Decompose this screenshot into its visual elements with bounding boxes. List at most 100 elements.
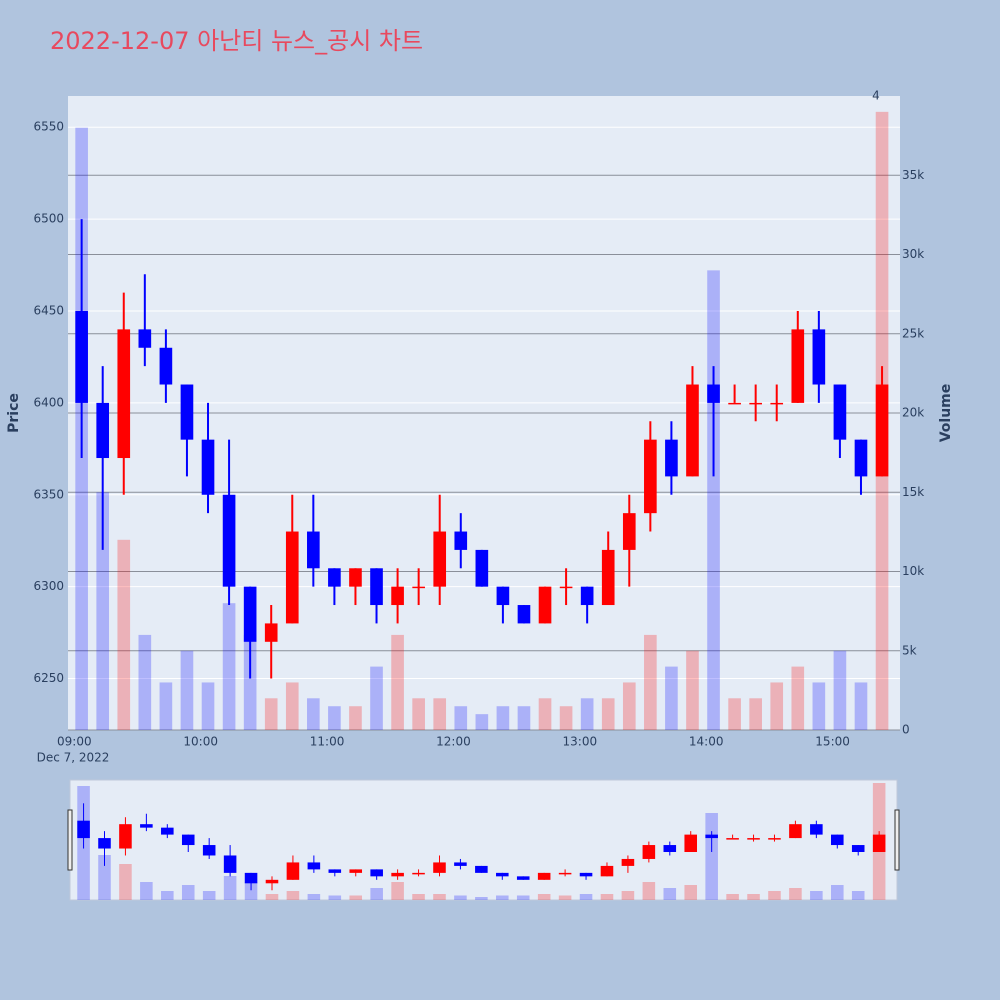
y-tick-label: 6450 bbox=[33, 304, 64, 318]
y2-axis-title: Volume bbox=[938, 384, 954, 443]
candle-body bbox=[454, 531, 468, 550]
volume-bar bbox=[601, 698, 615, 730]
mini-candle-body bbox=[831, 834, 844, 846]
candle-body bbox=[580, 586, 594, 606]
volume-bar bbox=[812, 682, 826, 730]
mini-volume-bar bbox=[600, 894, 614, 900]
volume-bar bbox=[201, 682, 215, 730]
mini-volume-bar bbox=[684, 885, 698, 900]
mini-candle-body bbox=[265, 879, 279, 884]
candle-body bbox=[496, 586, 510, 606]
candle-body bbox=[285, 531, 299, 624]
x-tick-label: 11:00 bbox=[310, 735, 345, 749]
mini-volume-bar bbox=[768, 891, 781, 900]
mini-volume-bar bbox=[412, 894, 425, 900]
candle-body bbox=[749, 402, 762, 405]
candle-body bbox=[328, 568, 341, 587]
mini-volume-bar bbox=[558, 895, 572, 900]
x-tick-label: 12:00 bbox=[436, 735, 471, 749]
volume-bar bbox=[264, 698, 278, 730]
candle-body bbox=[854, 439, 868, 477]
candle-body bbox=[75, 311, 88, 403]
mini-volume-bar bbox=[705, 813, 718, 900]
x-sublabel: Dec 7, 2022 bbox=[37, 751, 110, 765]
mini-volume-bar bbox=[810, 891, 823, 900]
mini-volume-bar bbox=[454, 895, 467, 900]
x-tick-label: 10:00 bbox=[183, 735, 218, 749]
candle-body bbox=[538, 586, 552, 624]
mini-candle-body bbox=[244, 872, 258, 884]
mini-volume-bar bbox=[621, 891, 635, 900]
mini-candle-body bbox=[433, 862, 446, 873]
volume-bar bbox=[833, 650, 847, 730]
y2-tick-label: 35k bbox=[902, 168, 924, 182]
y-tick-label: 6500 bbox=[33, 212, 64, 226]
candle-body bbox=[475, 549, 489, 587]
mini-volume-bar bbox=[789, 888, 802, 900]
mini-volume-bar bbox=[747, 894, 760, 900]
mini-volume-bar bbox=[307, 894, 321, 900]
mini-candle-body bbox=[202, 845, 216, 856]
y2-tick-label: 25k bbox=[902, 326, 924, 340]
mini-candle-body bbox=[496, 872, 509, 877]
volume-bar bbox=[159, 682, 173, 730]
mini-volume-bar bbox=[579, 894, 593, 900]
volume-bar bbox=[328, 706, 341, 730]
mini-volume-bar bbox=[370, 888, 383, 900]
candle-body bbox=[370, 568, 383, 606]
candle-body bbox=[243, 586, 257, 642]
candle-body bbox=[601, 549, 615, 606]
candle-body bbox=[138, 329, 152, 348]
volume-bar bbox=[222, 603, 236, 730]
candle-body bbox=[791, 329, 805, 403]
volume-bar bbox=[307, 698, 320, 730]
candle-body bbox=[264, 623, 278, 642]
mini-volume-bar bbox=[328, 895, 342, 900]
candle-body bbox=[180, 384, 194, 440]
volume-bar bbox=[391, 634, 404, 730]
volume-bar bbox=[854, 682, 868, 730]
range-slider[interactable] bbox=[69, 779, 898, 901]
range-handle[interactable] bbox=[894, 809, 900, 871]
candle-body bbox=[622, 513, 636, 550]
mini-volume-bar bbox=[663, 888, 677, 900]
y-tick-label: 6400 bbox=[33, 395, 64, 409]
mini-volume-bar bbox=[831, 885, 844, 900]
candle-body bbox=[686, 384, 699, 477]
volume-bar bbox=[517, 706, 531, 730]
y2-tick-label: 5k bbox=[902, 643, 917, 657]
mini-candle-body bbox=[621, 858, 635, 866]
mini-volume-bar bbox=[161, 891, 174, 900]
candle-body bbox=[349, 568, 362, 587]
mini-volume-bar bbox=[475, 897, 488, 900]
mini-candle-body bbox=[412, 872, 425, 875]
mini-candle-body bbox=[454, 862, 467, 866]
volume-bar bbox=[454, 706, 468, 730]
mini-candle-body bbox=[768, 838, 781, 840]
mini-candle-body bbox=[642, 845, 656, 859]
candle-body bbox=[433, 531, 447, 587]
candle-body bbox=[833, 384, 847, 440]
mini-volume-bar bbox=[265, 894, 279, 900]
y2-tick-label: 20k bbox=[902, 406, 924, 420]
volume-bar bbox=[770, 682, 784, 730]
mini-volume-bar bbox=[98, 855, 111, 900]
mini-candle-body bbox=[872, 834, 886, 852]
candle-body bbox=[559, 586, 573, 589]
mini-volume-bar bbox=[642, 882, 656, 900]
x-tick-label: 13:00 bbox=[563, 735, 598, 749]
volume-bar bbox=[475, 714, 489, 730]
volume-bar bbox=[559, 706, 573, 730]
mini-volume-bar bbox=[119, 864, 132, 900]
mini-candle-body bbox=[77, 820, 90, 839]
mini-volume-bar bbox=[223, 876, 237, 900]
mini-volume-bar bbox=[181, 885, 195, 900]
volume-bar bbox=[665, 666, 678, 730]
candle-body bbox=[391, 586, 404, 606]
volume-bar bbox=[707, 270, 720, 730]
mini-candle-body bbox=[726, 838, 739, 840]
volume-bar bbox=[728, 698, 741, 730]
mini-candle-body bbox=[600, 865, 614, 877]
range-handle[interactable] bbox=[67, 809, 73, 871]
